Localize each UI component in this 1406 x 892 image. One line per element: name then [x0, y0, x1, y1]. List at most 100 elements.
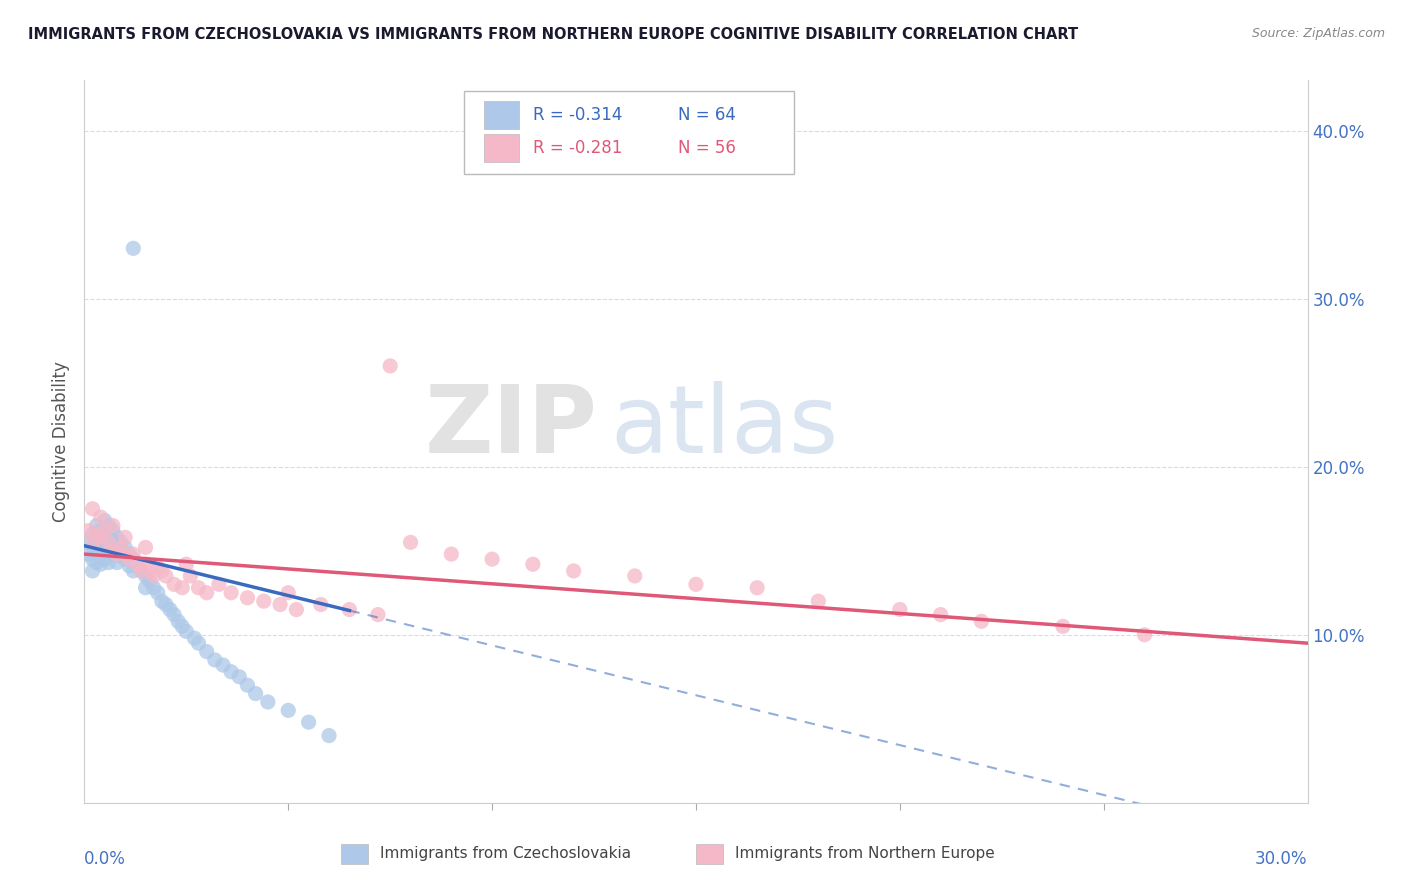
Point — [114, 547, 136, 561]
Point — [380, 359, 402, 373]
Point — [86, 518, 108, 533]
Point — [236, 678, 259, 692]
Point — [82, 564, 104, 578]
Text: Immigrants from Northern Europe: Immigrants from Northern Europe — [735, 846, 995, 861]
Point — [93, 527, 115, 541]
Point — [339, 602, 361, 616]
Point — [138, 574, 160, 588]
Point — [82, 535, 104, 549]
Point — [110, 541, 132, 555]
Text: ZIP: ZIP — [425, 381, 598, 473]
Point — [174, 624, 197, 639]
Point — [90, 524, 112, 538]
Point — [522, 558, 544, 572]
Point — [685, 577, 707, 591]
Bar — [484, 101, 519, 128]
Point — [97, 535, 120, 549]
Text: atlas: atlas — [610, 381, 838, 473]
Point — [1133, 628, 1156, 642]
Point — [183, 631, 205, 645]
Point — [179, 569, 201, 583]
Point — [155, 598, 177, 612]
Point — [90, 510, 112, 524]
Point — [131, 564, 153, 578]
Point — [114, 552, 136, 566]
Text: IMMIGRANTS FROM CZECHOSLOVAKIA VS IMMIGRANTS FROM NORTHERN EUROPE COGNITIVE DISA: IMMIGRANTS FROM CZECHOSLOVAKIA VS IMMIGR… — [28, 27, 1078, 42]
Point — [110, 549, 132, 563]
Point — [929, 607, 952, 622]
Point — [77, 524, 100, 538]
Point — [86, 530, 108, 544]
Point — [298, 715, 321, 730]
Point — [187, 581, 209, 595]
Point — [127, 558, 149, 572]
Point — [167, 615, 190, 629]
Bar — [696, 844, 723, 864]
Point — [309, 598, 332, 612]
Point — [118, 552, 141, 566]
Point — [86, 543, 108, 558]
Point — [90, 547, 112, 561]
Bar — [342, 844, 368, 864]
Point — [159, 602, 181, 616]
Point — [269, 598, 291, 612]
Point — [118, 547, 141, 561]
FancyBboxPatch shape — [464, 91, 794, 174]
Point — [127, 558, 149, 573]
Point — [142, 581, 165, 595]
Point — [236, 591, 259, 605]
Point — [277, 703, 299, 717]
Point — [114, 541, 136, 555]
Point — [219, 586, 242, 600]
Point — [172, 619, 194, 633]
Point — [135, 569, 157, 583]
Point — [135, 581, 157, 595]
Point — [122, 241, 145, 255]
Text: N = 64: N = 64 — [678, 106, 735, 124]
Point — [440, 547, 463, 561]
Point — [97, 518, 120, 533]
Point — [219, 665, 242, 679]
Text: 30.0%: 30.0% — [1256, 850, 1308, 868]
Point — [318, 729, 340, 743]
Point — [367, 607, 389, 622]
Point — [82, 541, 104, 555]
Point — [97, 556, 120, 570]
Point — [90, 530, 112, 544]
Point — [101, 547, 124, 561]
Point — [212, 658, 235, 673]
Point — [77, 535, 100, 549]
Point — [105, 547, 128, 561]
Point — [172, 581, 194, 595]
Point — [93, 524, 115, 538]
Point — [131, 564, 153, 578]
Point — [122, 552, 145, 566]
Point — [747, 581, 769, 595]
Point — [97, 543, 120, 558]
Point — [110, 535, 132, 549]
Point — [277, 586, 299, 600]
Point — [82, 501, 104, 516]
Text: Immigrants from Czechoslovakia: Immigrants from Czechoslovakia — [381, 846, 631, 861]
Point — [101, 518, 124, 533]
Point — [114, 530, 136, 544]
Point — [187, 636, 209, 650]
Point — [228, 670, 250, 684]
Point — [86, 556, 108, 570]
Point — [77, 547, 100, 561]
Point — [146, 586, 169, 600]
Point — [970, 615, 993, 629]
Point — [90, 535, 112, 549]
Point — [82, 552, 104, 566]
Point — [86, 527, 108, 541]
Point — [285, 602, 308, 616]
Text: 0.0%: 0.0% — [84, 850, 127, 868]
Text: N = 56: N = 56 — [678, 139, 735, 157]
Point — [889, 602, 911, 616]
Point — [135, 541, 157, 555]
Point — [82, 527, 104, 541]
Text: R = -0.314: R = -0.314 — [533, 106, 623, 124]
Point — [253, 594, 276, 608]
Point — [399, 535, 422, 549]
Point — [101, 524, 124, 538]
